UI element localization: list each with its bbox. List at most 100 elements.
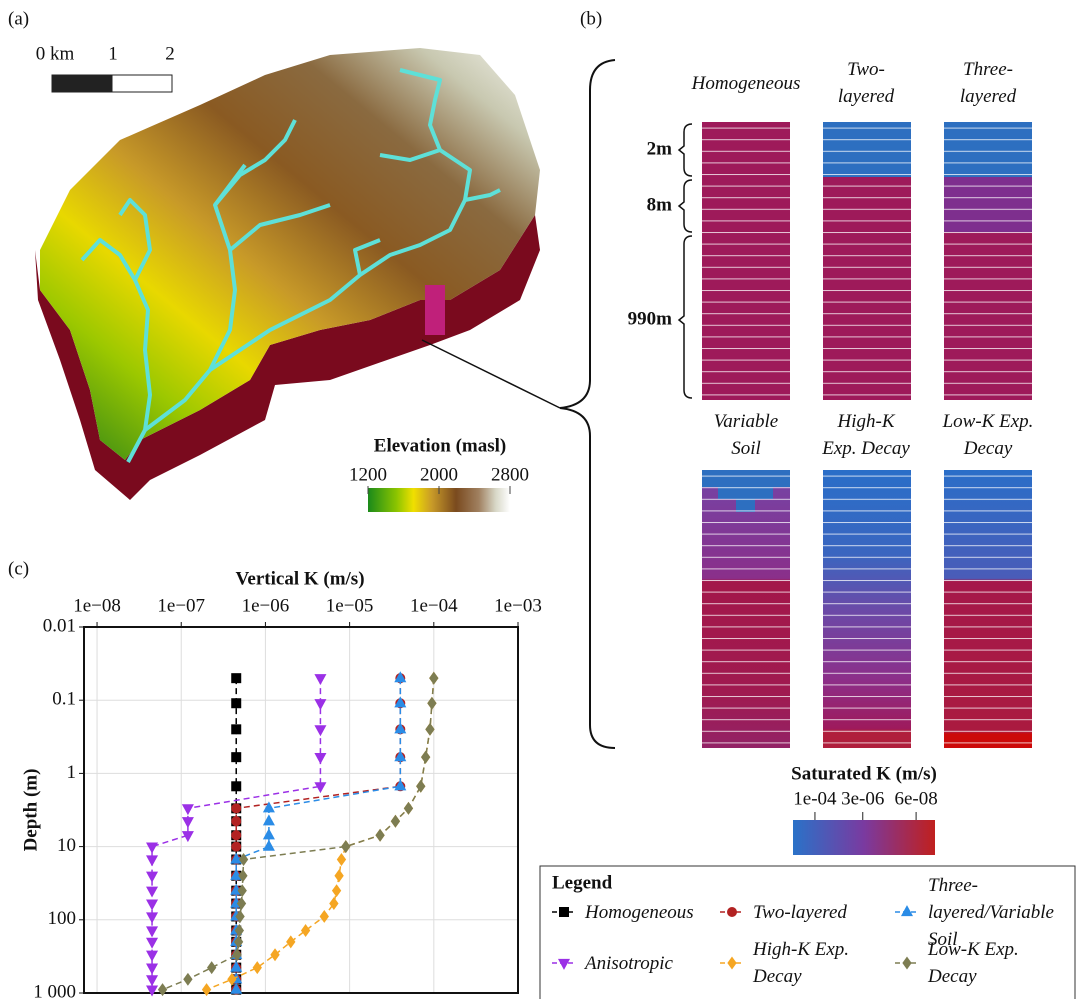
x-tick-label: 1e−07 [157, 595, 205, 616]
data-point [183, 972, 193, 986]
data-point [319, 909, 329, 923]
layer-lines [823, 122, 911, 400]
data-point [146, 912, 159, 924]
data-point [375, 828, 385, 842]
data-point [230, 852, 243, 864]
data-point [146, 886, 159, 898]
data-point [341, 840, 351, 854]
data-point [181, 804, 194, 816]
plot-frame [83, 626, 519, 994]
data-point [231, 673, 242, 684]
river [80, 238, 152, 463]
data-point [146, 950, 159, 962]
data-point [231, 816, 242, 827]
data-point [394, 722, 407, 734]
data-point [146, 899, 159, 911]
column-label: Low-K Exp. Decay [942, 411, 1034, 459]
data-point [394, 696, 407, 708]
data-point [238, 869, 248, 883]
y-tick-label: 0.01 [43, 615, 76, 636]
data-point [262, 814, 275, 826]
x-tick-label: 1e−05 [326, 595, 374, 616]
column-label: Homogeneous [691, 72, 801, 94]
data-point [429, 671, 439, 685]
data-point [233, 935, 244, 949]
data-point [231, 803, 242, 814]
series-line [235, 678, 402, 990]
plot: 1e−08 1e−07 1e−06 1e−05 1e−04 1e−03 0.01 0.1 1 10… [33, 595, 542, 999]
legend-label: Homogeneous [585, 901, 694, 923]
colorbar-title: Elevation (masl) [374, 435, 506, 456]
legend-label: Anisotropic [585, 952, 673, 974]
scale-label: 2 [165, 43, 175, 64]
data-point [329, 897, 339, 911]
legend-marker [557, 958, 571, 970]
layer-lines [702, 122, 790, 400]
y-axis-title: Depth (m) [20, 769, 41, 852]
data-point [394, 750, 407, 762]
column-label: Variable Soil [713, 411, 779, 459]
data-point [207, 961, 217, 975]
rivers [80, 68, 501, 463]
data-point [427, 696, 437, 710]
panel-label: (a) [8, 8, 29, 29]
data-point [314, 674, 327, 686]
x-tick-label: 1e−08 [73, 595, 121, 616]
y-tick-label: 10 [57, 835, 76, 856]
data-point [146, 975, 159, 987]
data-point [331, 884, 342, 898]
legend-label: Low-K Exp. Decay [928, 939, 1019, 987]
data-point [234, 924, 245, 937]
colorbar-tick-label: 6e-08 [894, 788, 937, 809]
legend-marker [902, 956, 912, 970]
depth-label: 2m [647, 138, 673, 159]
y-tick-label: 1 000 [33, 981, 76, 999]
data-point [390, 814, 401, 828]
legend-label: High-K Exp. Decay [753, 939, 850, 987]
layer-lines [702, 470, 790, 748]
data-point [157, 983, 168, 997]
river [118, 198, 152, 281]
river [399, 68, 442, 151]
data-point [314, 753, 327, 765]
colorbar-tick-label: 2800 [491, 464, 529, 485]
data-point [146, 985, 159, 997]
layer-lines [823, 470, 911, 748]
legend [552, 905, 919, 970]
panel-label: (b) [580, 8, 602, 29]
data-point [300, 924, 311, 937]
legend-label: Two-layered [753, 901, 847, 923]
river [213, 119, 297, 207]
column-label: Two-layered [837, 59, 895, 107]
data-point [420, 750, 431, 764]
river [379, 148, 441, 162]
y-tick-label: 100 [48, 908, 77, 929]
data-point [230, 868, 243, 880]
layer-lines [702, 122, 1032, 748]
data-point [262, 828, 275, 840]
data-point [416, 779, 426, 793]
colorbar-title: Saturated K (m/s) [791, 763, 937, 784]
x-tick-label: 1e−04 [410, 595, 458, 616]
data-point [231, 698, 242, 709]
river [228, 203, 331, 252]
bracket [677, 179, 693, 233]
data-point [230, 982, 243, 994]
data-point [252, 961, 262, 975]
colorbar [793, 820, 935, 855]
plot-background [84, 627, 518, 993]
data-point [425, 722, 435, 736]
terrain-side [35, 215, 540, 500]
scale-label: 1 [108, 43, 118, 64]
data-point [231, 781, 242, 792]
data-point [146, 963, 159, 975]
data-point [336, 853, 347, 866]
data-point [146, 871, 159, 883]
brace [559, 59, 616, 749]
x-axis-title: Vertical K (m/s) [235, 568, 364, 589]
data-point [231, 724, 242, 735]
data-point [146, 926, 159, 938]
legend-label: Three-layered/Variable Soil [928, 874, 1054, 950]
data-point [236, 897, 247, 911]
